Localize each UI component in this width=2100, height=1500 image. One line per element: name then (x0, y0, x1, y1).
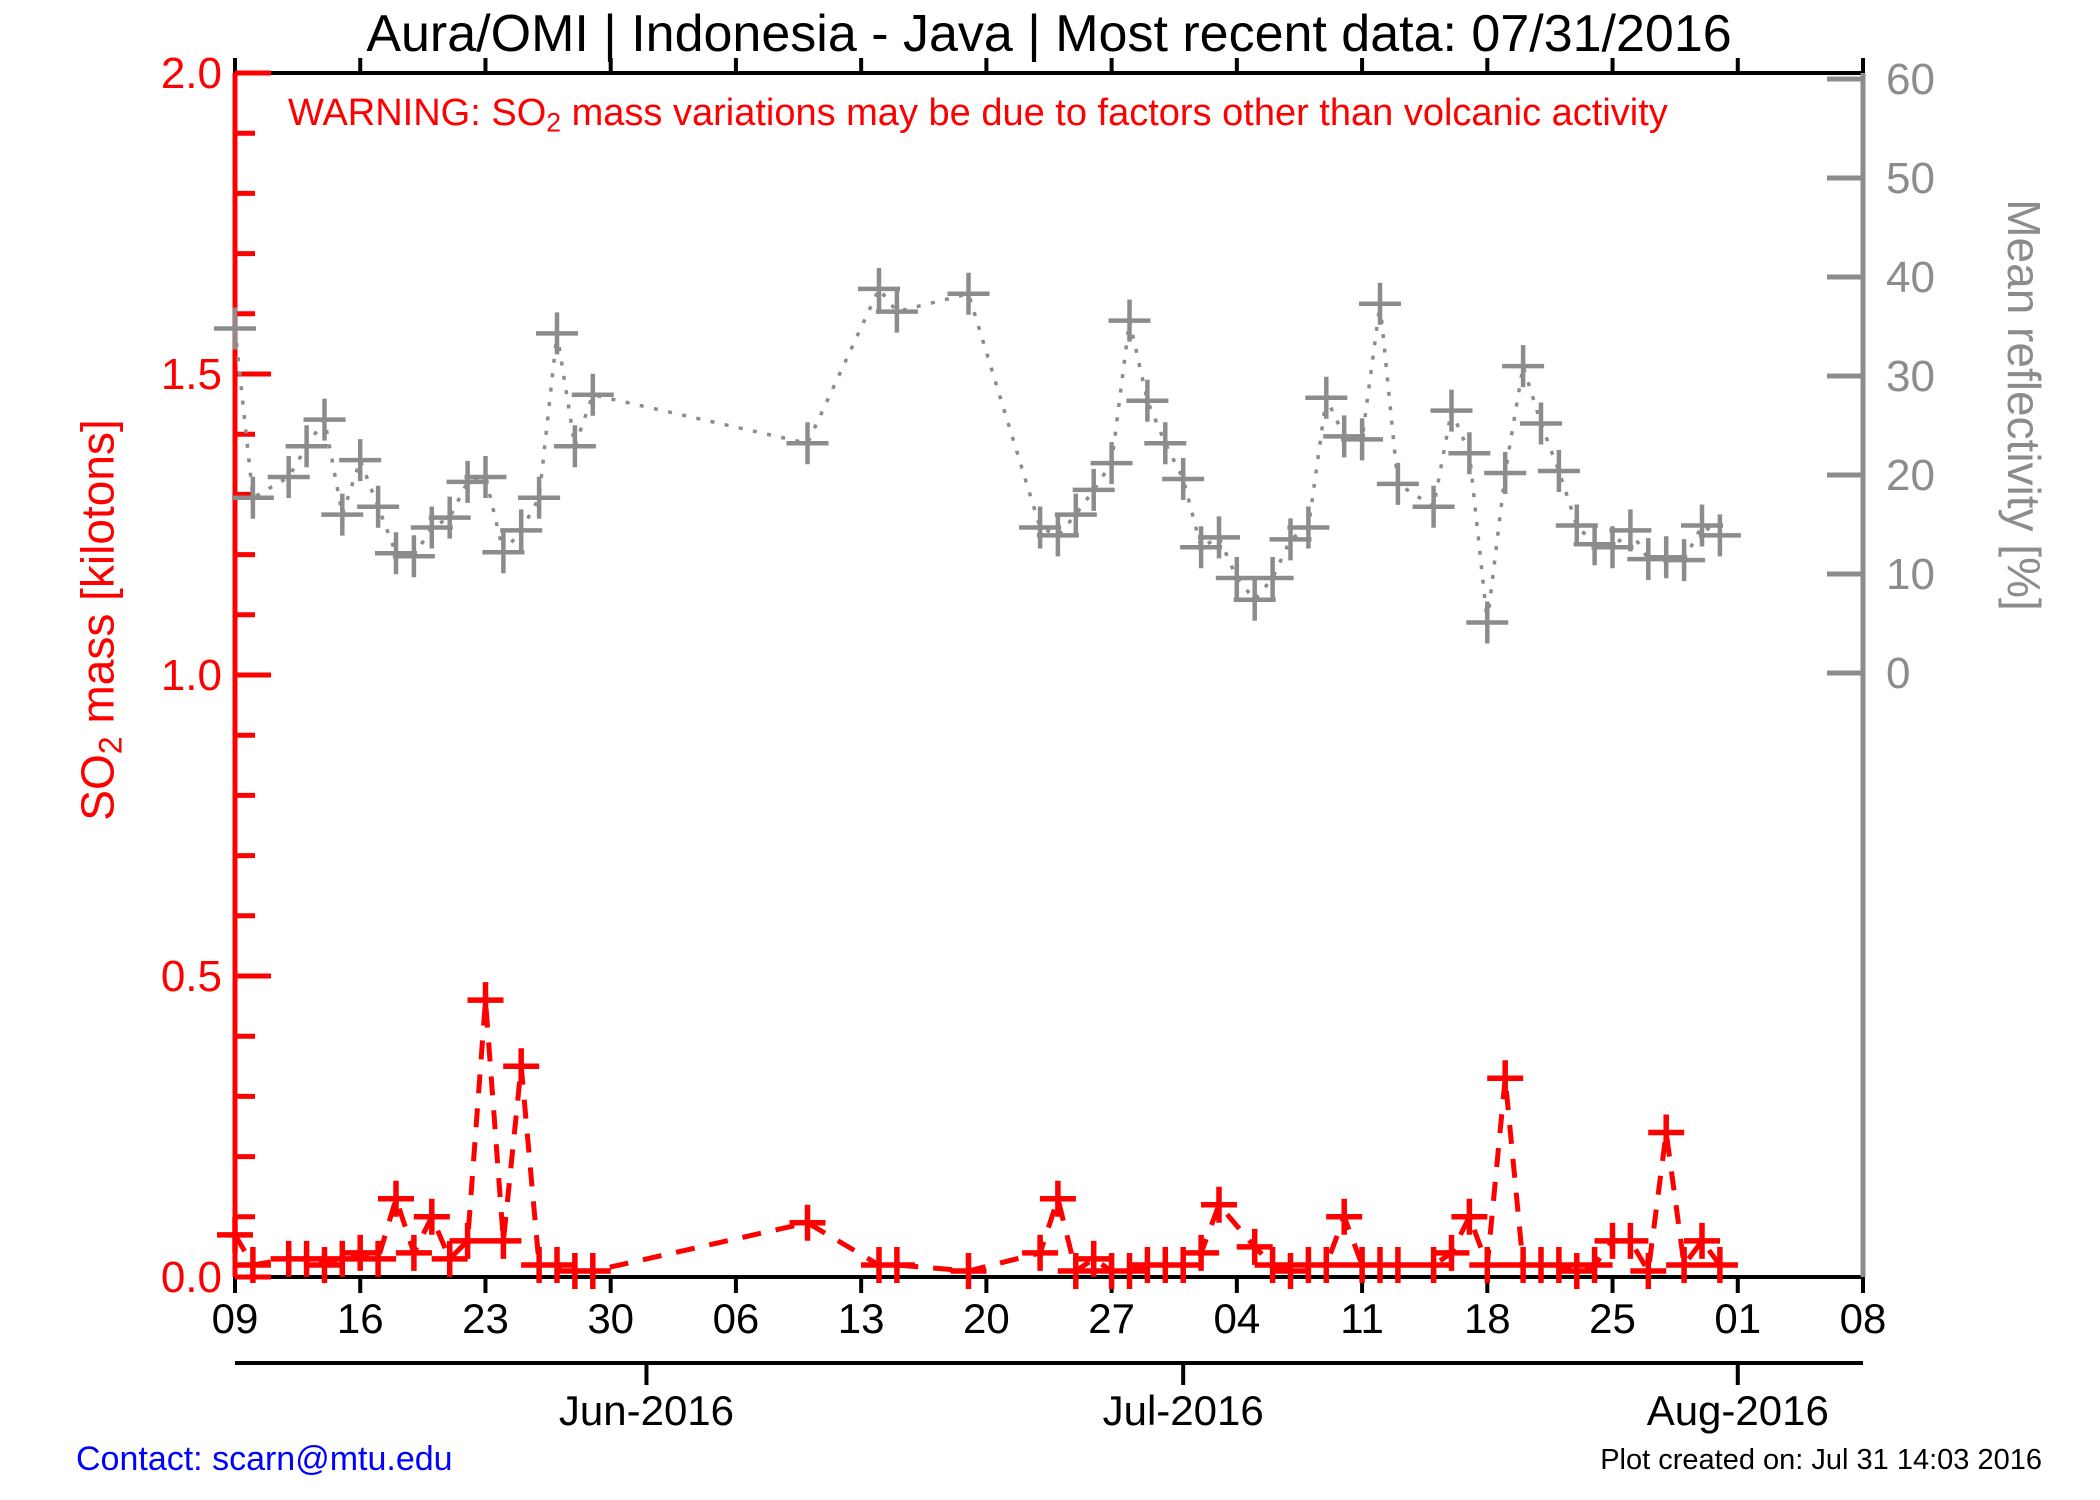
warning-suffix: mass variations may be due to factors ot… (561, 92, 1668, 134)
x-axis-month-label: Aug-2016 (1647, 1387, 1829, 1434)
right-axis-tick-label: 10 (1886, 550, 1935, 599)
x-axis-day-label: 11 (1340, 1295, 1384, 1342)
contact-email-text: Contact: scarn@mtu.edu (76, 1440, 453, 1478)
left-axis-title-subscript: 2 (92, 736, 129, 755)
right-axis-tick-label: 50 (1886, 154, 1935, 203)
right-axis-tick-label: 30 (1886, 352, 1935, 401)
left-axis-tick-label: 1.0 (161, 651, 222, 700)
right-axis-tick-label: 60 (1886, 55, 1935, 104)
x-axis-day-label: 08 (1840, 1295, 1887, 1342)
x-axis-month-label: Jul-2016 (1103, 1387, 1264, 1434)
left-axis-title-prefix: SO (71, 754, 124, 821)
x-axis-day-label: 18 (1464, 1295, 1511, 1342)
x-axis-month-label: Jun-2016 (559, 1387, 734, 1434)
so2-series-markers (217, 982, 1738, 1289)
left-axis-tick-label: 2.0 (161, 49, 222, 98)
x-axis-day-label: 09 (212, 1295, 259, 1342)
left-axis-title-suffix: mass [kilotons] (71, 419, 124, 737)
right-axis-tick-label: 20 (1886, 451, 1935, 500)
x-axis-day-label: 20 (963, 1295, 1010, 1342)
left-axis-tick-label: 0.5 (161, 952, 222, 1001)
x-axis-day-label: 06 (713, 1295, 760, 1342)
left-axis-tick-label: 0.0 (161, 1253, 222, 1302)
warning-subscript: 2 (546, 107, 562, 138)
x-axis-day-label: 25 (1589, 1295, 1636, 1342)
so2-series-line (232, 999, 1722, 1279)
x-axis-day-label: 04 (1213, 1295, 1260, 1342)
reflectivity-series-markers (214, 267, 1741, 644)
x-axis-day-label: 27 (1088, 1295, 1135, 1342)
left-axis-tick-label: 1.5 (161, 350, 222, 399)
left-axis-title: SO2 mass [kilotons] (70, 419, 129, 820)
x-axis-day-label: 16 (337, 1295, 384, 1342)
warning-text: WARNING: SO2 mass variations may be due … (288, 92, 1668, 139)
x-axis-day-label: 30 (587, 1295, 634, 1342)
page-title: Aura/OMI | Indonesia - Java | Most recen… (366, 5, 1732, 63)
x-axis-day-label: 23 (462, 1295, 509, 1342)
right-axis-title: Mean reflectivity [%] (1998, 199, 2050, 611)
reflectivity-series-line (233, 285, 1721, 623)
right-axis-tick-label: 0 (1886, 649, 1910, 698)
x-axis-day-label: 01 (1714, 1295, 1761, 1342)
right-axis-tick-label: 40 (1886, 253, 1935, 302)
plot-created-timestamp: Plot created on: Jul 31 14:03 2016 (1600, 1444, 2042, 1476)
warning-prefix: WARNING: SO (288, 92, 547, 134)
x-axis-day-label: 13 (838, 1295, 885, 1342)
